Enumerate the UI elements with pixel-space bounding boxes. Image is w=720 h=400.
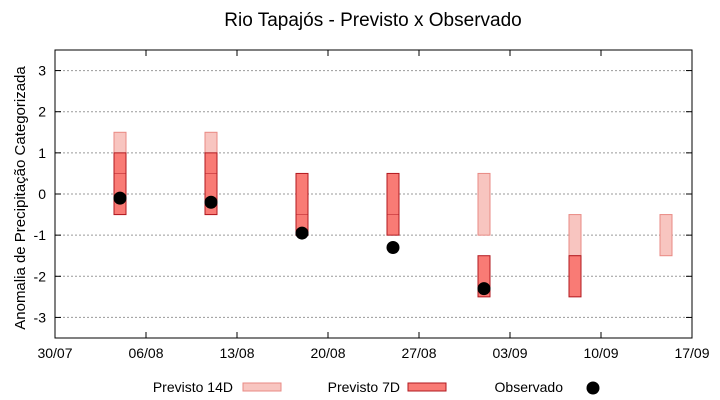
legend-swatch-previsto-14d bbox=[242, 382, 282, 392]
x-tick-label: 06/08 bbox=[128, 345, 163, 361]
series-previsto-7d bbox=[113, 152, 582, 298]
range-bar bbox=[659, 214, 673, 257]
y-axis-label: Anomalia de Precipitação Categorizada bbox=[12, 66, 29, 330]
x-tick-label: 13/08 bbox=[219, 345, 254, 361]
legend-label-previsto-14d: Previsto 14D bbox=[153, 379, 233, 395]
gridlines bbox=[55, 70, 692, 318]
legend-swatch-previsto-7d bbox=[407, 382, 447, 392]
range-bar bbox=[477, 172, 491, 236]
x-tick-label: 17/09 bbox=[674, 345, 709, 361]
x-tick-label: 20/08 bbox=[310, 345, 345, 361]
chart-title: Rio Tapajós - Previsto x Observado bbox=[224, 10, 521, 31]
y-tick-label: -1 bbox=[34, 227, 47, 243]
y-tick-label: -2 bbox=[34, 268, 47, 284]
range-bar bbox=[568, 255, 582, 298]
range-bar bbox=[113, 152, 127, 216]
legend-label-previsto-7d: Previsto 7D bbox=[328, 379, 400, 395]
y-tick-label: 3 bbox=[38, 63, 46, 79]
range-bar bbox=[568, 214, 582, 257]
range-bar bbox=[386, 172, 400, 236]
observed-point bbox=[386, 240, 400, 254]
observed-point bbox=[113, 191, 127, 205]
legend: Previsto 14D Previsto 7D Observado bbox=[153, 379, 600, 395]
legend-marker-observado bbox=[586, 381, 600, 395]
x-tick-label: 03/09 bbox=[492, 345, 527, 361]
x-tick-label: 10/09 bbox=[583, 345, 618, 361]
legend-label-observado: Observado bbox=[495, 379, 564, 395]
range-bar bbox=[295, 172, 309, 236]
observed-point bbox=[295, 226, 309, 240]
y-tick-label: 2 bbox=[38, 104, 46, 120]
x-axis-ticks: 30/07 06/08 13/08 20/08 27/08 03/09 10/09 17/09 bbox=[37, 50, 710, 361]
observed-point bbox=[477, 282, 491, 296]
x-tick-label: 30/07 bbox=[37, 345, 72, 361]
y-tick-label: 0 bbox=[38, 186, 46, 202]
x-tick-label: 27/08 bbox=[401, 345, 436, 361]
y-tick-label: -3 bbox=[34, 309, 47, 325]
y-axis-ticks: 3 2 1 0 -1 -2 -3 bbox=[34, 63, 692, 325]
observed-point bbox=[204, 195, 218, 209]
y-tick-label: 1 bbox=[38, 145, 46, 161]
series-observado bbox=[113, 191, 491, 296]
